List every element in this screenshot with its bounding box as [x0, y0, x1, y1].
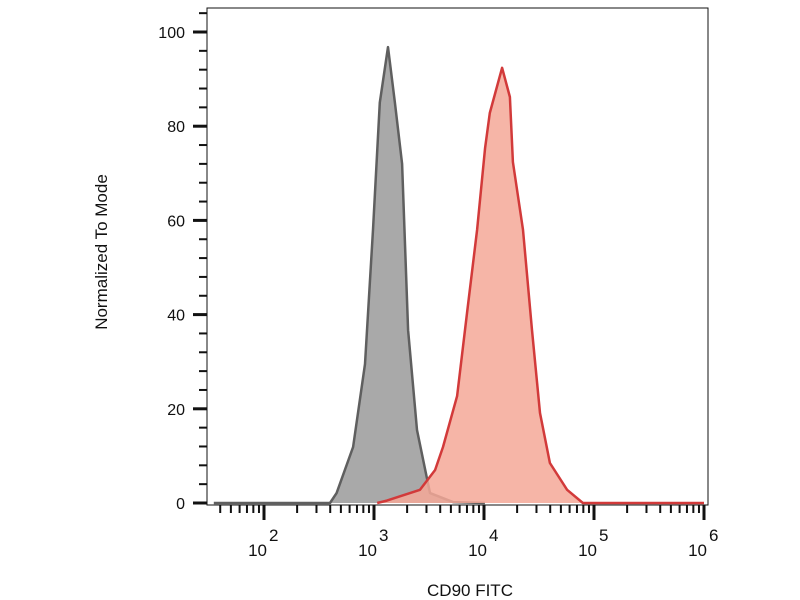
x-tick-base: 10 — [358, 541, 377, 560]
x-tick-exponent: 5 — [599, 526, 608, 545]
x-tick-exponent: 2 — [269, 526, 278, 545]
x-tick-exponent: 3 — [379, 526, 388, 545]
x-tick-base: 10 — [688, 541, 707, 560]
y-tick-label: 0 — [176, 496, 185, 513]
plot-frame — [206, 7, 709, 506]
x-tick-base: 10 — [468, 541, 487, 560]
series-area-control — [213, 47, 485, 503]
x-tick-exponent: 4 — [489, 526, 498, 545]
series-layer — [213, 45, 704, 505]
x-tick-exponent: 6 — [709, 526, 718, 545]
series-line-cd90 — [376, 66, 704, 505]
y-axis: 0 20 40 60 80 100 — [158, 12, 207, 513]
x-tick-base: 10 — [248, 541, 267, 560]
x-tick-label: 103 — [358, 526, 388, 560]
y-tick-label: 100 — [158, 25, 185, 42]
x-tick-label: 106 — [688, 526, 718, 560]
y-axis-label: Normalized To Mode — [92, 174, 111, 330]
x-tick-base: 10 — [578, 541, 597, 560]
series-line-control — [213, 45, 485, 505]
x-tick-label: 104 — [468, 526, 498, 560]
x-tick-label: 105 — [578, 526, 608, 560]
y-tick-label: 40 — [167, 308, 185, 325]
x-axis-label: CD90 FITC — [427, 581, 513, 600]
y-tick-label: 60 — [167, 213, 185, 230]
y-tick-label: 80 — [167, 119, 185, 136]
x-tick-label: 102 — [248, 526, 278, 560]
y-tick-label: 20 — [167, 402, 185, 419]
series-area-cd90 — [377, 67, 704, 504]
